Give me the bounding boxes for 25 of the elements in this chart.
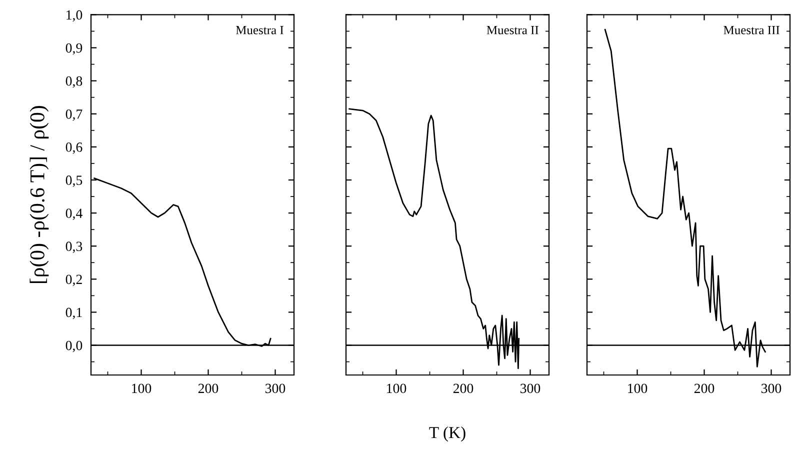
x-tick-label: 300 xyxy=(265,384,286,394)
y-tick-label: 0,5 xyxy=(66,176,82,187)
x-axis-title: T (K) xyxy=(429,426,466,442)
y-tick-label: 1,0 xyxy=(66,10,82,22)
y-tick-label: 0,9 xyxy=(66,43,82,55)
y-tick-label: 0,1 xyxy=(66,308,82,320)
y-tick-label: 0,8 xyxy=(66,76,82,88)
annotation: Muestra III xyxy=(724,26,780,34)
x-tick-label: 100 xyxy=(387,384,406,394)
annotation: Muestra II xyxy=(486,26,538,34)
annotation: Muestra I xyxy=(236,26,284,34)
y-tick-label: 0,6 xyxy=(66,142,82,154)
x-tick-label: 300 xyxy=(520,384,540,394)
y-axis-title: [ρ(0) -ρ(0.6 T)] / ρ(0) xyxy=(30,106,49,284)
y-tick-label: 0,3 xyxy=(66,242,82,254)
x-tick-label: 200 xyxy=(694,384,714,394)
y-tick-label: 0,0 xyxy=(66,340,82,352)
x-tick-label: 300 xyxy=(761,384,782,394)
x-tick-label: 100 xyxy=(628,384,648,394)
y-tick-label: 0,4 xyxy=(66,208,82,220)
y-tick-label: 0,2 xyxy=(66,274,82,286)
x-tick-label: 200 xyxy=(198,384,218,394)
x-tick-label: 100 xyxy=(132,384,152,394)
y-tick-label: 0,7 xyxy=(66,109,82,121)
x-tick-label: 200 xyxy=(453,384,474,394)
